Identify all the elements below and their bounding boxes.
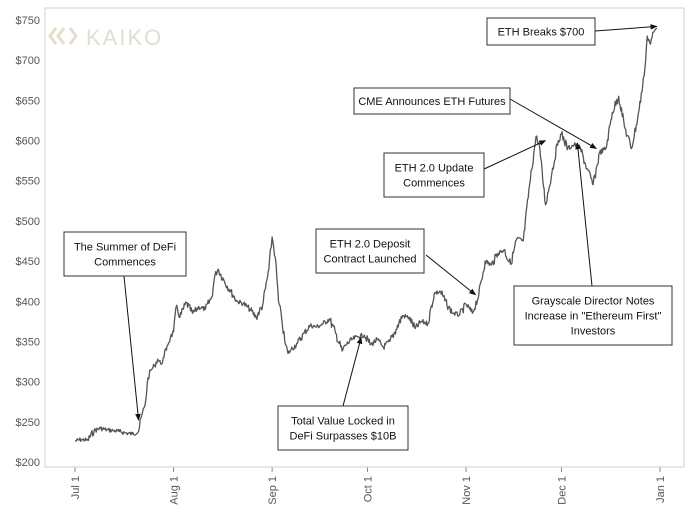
annotation-box [383,152,485,198]
annotation-box [486,17,596,46]
annotation-label: ETH 2.0 Deposit [330,239,411,251]
annotation-box [353,87,511,115]
annotation-label: CME Announces ETH Futures [358,96,506,108]
annotation-callout: Total Value Locked in DeFi Surpasses $10B [277,336,409,451]
y-tick-label: $550 [16,176,40,188]
y-tick-label: $300 [16,377,40,389]
annotation-label: Increase in "Ethereum First" [525,311,662,323]
annotation-arrow [123,275,141,421]
annotation-arrow [575,142,593,287]
annotations: ETH Breaks $700 CME Announces ETH Futures… [63,17,673,451]
annotation-label: Commences [403,178,465,190]
y-axis: $200 $250 $300 $350 $400 $450 $500 $550 $600 $650… [16,15,40,469]
annotation-callout: Grayscale Director Notes Increase in "Eth… [513,142,673,346]
annotation-label: Commences [94,257,156,269]
y-tick-label: $350 [16,336,40,348]
annotation-label: Grayscale Director Notes [532,296,655,308]
x-axis: Jul 1 Aug 1 Sep 1 Oct 1 Nov 1 Dec 1 Jan 1 [70,467,667,505]
annotation-arrow [425,254,477,296]
logo-mark-icon [48,27,78,45]
annotation-label: ETH 2.0 Update [395,163,474,175]
x-tick-label: Nov 1 [461,476,473,505]
annotation-callout: ETH 2.0 Deposit Contract Launched [315,228,477,296]
annotation-arrow [342,336,363,407]
annotation-box [315,228,425,274]
annotation-label: Contract Launched [324,254,417,266]
x-tick-label: Sep 1 [267,476,279,505]
x-tick-label: Aug 1 [169,476,181,505]
y-tick-label: $650 [16,95,40,107]
annotation-callout: CME Announces ETH Futures [353,87,598,150]
y-tick-label: $450 [16,256,40,268]
annotation-callout: ETH Breaks $700 [486,17,658,46]
annotation-callout: The Summer of DeFi Commences [63,231,187,421]
annotation-box [513,285,673,346]
x-tick-label: Jan 1 [655,476,667,503]
price-line [74,27,658,443]
annotation-arrow [481,140,547,171]
annotation-label: DeFi Surpasses $10B [290,431,397,443]
annotation-callout: ETH 2.0 Update Commences [383,140,547,198]
y-tick-label: $700 [16,55,40,67]
y-tick-label: $600 [16,136,40,148]
x-tick-label: Dec 1 [556,476,568,505]
annotation-box [277,405,409,451]
logo-text: KAIKO [86,25,163,50]
annotation-arrow [509,98,598,150]
y-tick-label: $400 [16,296,40,308]
annotation-label: ETH Breaks $700 [498,27,585,39]
annotation-arrow [594,24,658,32]
logo: KAIKO [48,25,163,50]
plot-frame [44,7,685,468]
annotation-label: Total Value Locked in [291,416,395,428]
y-tick-label: $250 [16,417,40,429]
annotation-label: Investors [571,326,616,338]
x-tick-label: Jul 1 [70,476,82,499]
y-tick-label: $500 [16,216,40,228]
x-tick-label: Oct 1 [363,476,375,502]
annotation-label: The Summer of DeFi [74,242,176,254]
y-tick-label: $200 [16,457,40,469]
annotation-box [63,231,187,277]
y-tick-label: $750 [16,15,40,27]
